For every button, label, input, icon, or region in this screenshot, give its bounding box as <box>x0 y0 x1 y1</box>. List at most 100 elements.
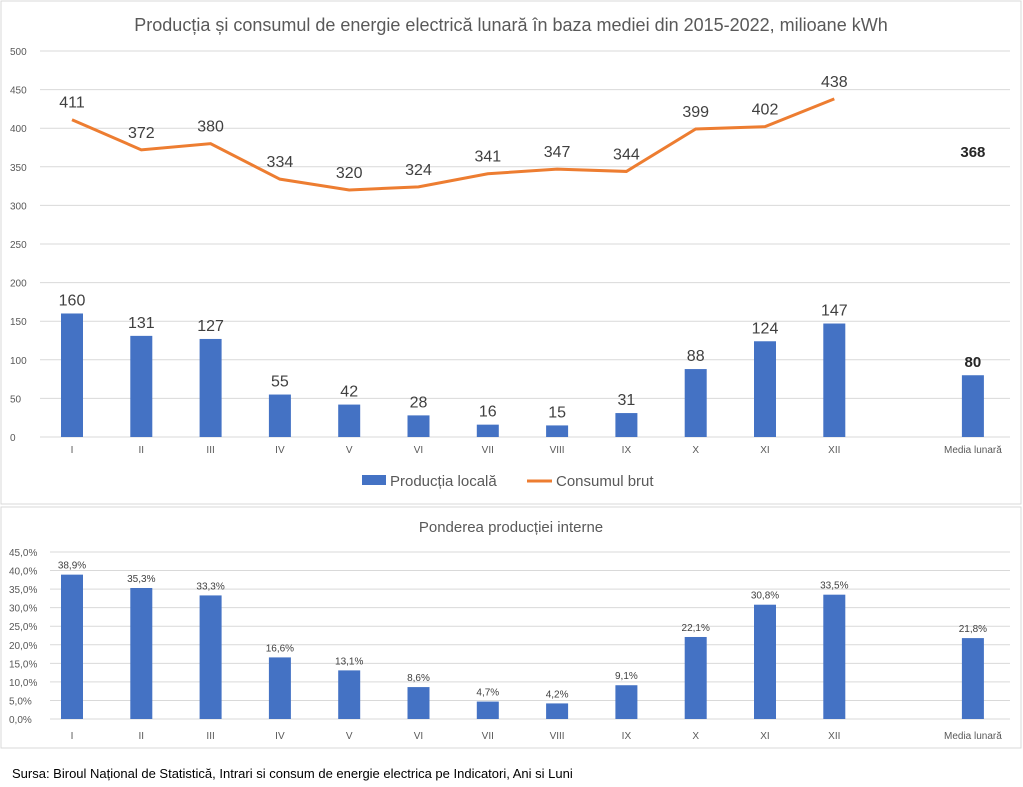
bar-pondere <box>615 685 638 719</box>
bar-pondere <box>268 657 291 719</box>
x-tick-label: I <box>71 731 74 742</box>
x-tick-label: II <box>139 445 145 456</box>
x-tick-label: VI <box>414 445 423 456</box>
bar-pondere <box>546 703 569 719</box>
bar-data-label: 30,8% <box>751 591 779 602</box>
bar-data-label: 124 <box>752 320 779 337</box>
y-tick-label: 35,0% <box>9 585 37 596</box>
x-tick-label: X <box>692 445 699 456</box>
bar-productia <box>61 313 83 437</box>
bar-pondere <box>961 638 984 719</box>
bar-pondere <box>338 670 361 719</box>
bar-data-label: 16 <box>479 404 497 421</box>
legend-swatch-productia <box>362 475 386 485</box>
y-tick-label: 15,0% <box>9 659 37 670</box>
bar-data-label: 13,1% <box>335 656 363 667</box>
x-tick-label: IX <box>622 731 632 742</box>
bar-productia <box>754 341 776 437</box>
bar-data-label: 55 <box>271 374 289 391</box>
top-chart-frame <box>0 0 1022 505</box>
y-tick-label: 500 <box>10 47 27 58</box>
line-data-label: 372 <box>128 125 155 142</box>
line-consumul <box>71 97 835 192</box>
line-data-label: 320 <box>336 165 363 182</box>
bar-data-label: 4,2% <box>546 689 569 700</box>
y-tick-label: 100 <box>10 356 27 367</box>
x-tick-label: X <box>692 731 699 742</box>
bar-productia <box>546 425 569 437</box>
y-tick-label: 45,0% <box>9 548 37 559</box>
bar-productia <box>130 335 153 437</box>
line-data-label: 341 <box>474 149 501 166</box>
line-data-label: 402 <box>752 102 779 119</box>
line-data-label: 368 <box>960 144 985 161</box>
bar-data-label: 16,6% <box>266 643 294 654</box>
y-tick-label: 300 <box>10 201 27 212</box>
bar-data-label: 28 <box>410 394 428 411</box>
bar-productia <box>823 323 846 437</box>
line-data-label: 334 <box>267 154 294 171</box>
x-tick-label: II <box>139 731 145 742</box>
y-tick-label: 0 <box>10 433 16 444</box>
y-tick-label: 150 <box>10 317 27 328</box>
bar-data-label: 127 <box>197 318 224 335</box>
bar-pondere <box>130 587 153 719</box>
y-tick-label: 10,0% <box>9 678 37 689</box>
line-data-label: 324 <box>405 162 432 179</box>
line-data-label: 438 <box>821 74 848 91</box>
bar-data-label: 22,1% <box>682 623 710 634</box>
line-data-label: 399 <box>682 104 709 121</box>
bar-pondere <box>823 594 846 719</box>
y-tick-label: 200 <box>10 279 27 290</box>
bar-data-label: 8,6% <box>407 673 430 684</box>
x-tick-label: XI <box>760 445 769 456</box>
bar-pondere <box>684 636 707 719</box>
x-tick-label: VIII <box>550 731 565 742</box>
x-tick-label: VIII <box>550 445 565 456</box>
y-tick-label: 50 <box>10 394 22 405</box>
bar-data-label: 21,8% <box>959 624 987 635</box>
bar-productia <box>338 404 361 437</box>
bar-pondere <box>199 595 222 719</box>
top-chart-title: Producția și consumul de energie electri… <box>134 15 887 35</box>
bar-data-label: 42 <box>340 384 358 401</box>
line-data-label: 411 <box>59 95 85 112</box>
y-tick-label: 5,0% <box>9 696 32 707</box>
x-tick-label: XII <box>828 731 840 742</box>
bar-data-label: 33,3% <box>196 581 224 592</box>
bar-productia <box>684 369 707 437</box>
x-tick-label: III <box>206 445 214 456</box>
y-tick-label: 20,0% <box>9 641 37 652</box>
bar-data-label: 38,9% <box>58 561 86 572</box>
y-tick-label: 30,0% <box>9 604 37 615</box>
x-tick-label: VII <box>482 445 494 456</box>
bar-pondere <box>476 701 499 719</box>
bar-data-label: 31 <box>618 392 636 409</box>
bar-productia <box>407 415 430 437</box>
line-data-label: 380 <box>197 119 224 136</box>
y-tick-label: 25,0% <box>9 622 37 633</box>
bar-productia <box>476 424 499 437</box>
x-tick-label: XI <box>760 731 769 742</box>
line-data-label: 347 <box>544 144 571 161</box>
bar-productia <box>268 394 291 437</box>
bar-data-label: 33,5% <box>820 581 848 592</box>
y-tick-label: 350 <box>10 163 27 174</box>
legend: Producția locală Consumul brut <box>362 473 654 490</box>
bar-pondere <box>754 604 776 719</box>
bar-data-label: 15 <box>548 404 566 421</box>
x-tick-label: XII <box>828 445 840 456</box>
x-tick-label: IV <box>275 731 285 742</box>
bar-productia <box>199 338 222 437</box>
bar-pondere <box>61 574 83 719</box>
x-tick-label: IX <box>622 445 632 456</box>
legend-label-productia: Producția locală <box>390 473 497 490</box>
bottom-chart-frame <box>0 506 1022 749</box>
x-tick-label: IV <box>275 445 285 456</box>
y-tick-label: 250 <box>10 240 27 251</box>
y-tick-label: 40,0% <box>9 567 37 578</box>
x-tick-label: Media lunară <box>944 445 1002 456</box>
bar-productia <box>961 375 984 437</box>
